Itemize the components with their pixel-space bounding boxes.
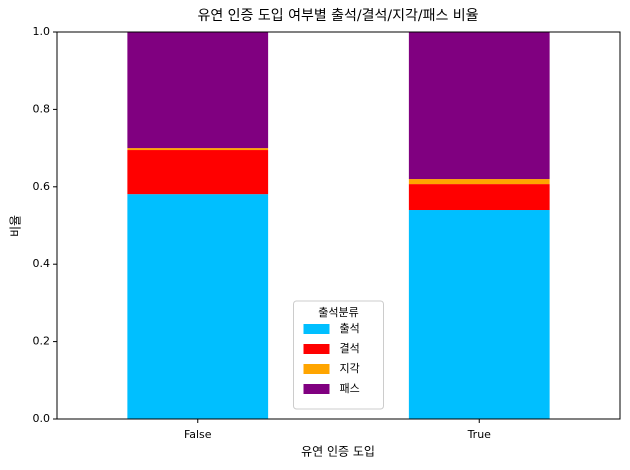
legend-label: 결석	[340, 342, 360, 355]
x-axis-label: 유연 인증 도입	[301, 445, 375, 459]
legend-title: 출석분류	[318, 306, 358, 319]
y-tick-label: 0.0	[33, 412, 51, 425]
y-tick-label: 0.4	[33, 257, 51, 270]
legend-swatch	[303, 324, 330, 334]
bar-segment	[127, 194, 269, 419]
chart-title: 유연 인증 도입 여부별 출석/결석/지각/패스 비율	[197, 8, 478, 24]
x-tick-label: False	[184, 428, 212, 441]
bar-segment	[127, 148, 269, 151]
bar-segment	[408, 184, 550, 211]
legend-label: 지각	[340, 362, 360, 375]
legend-label: 출석	[340, 322, 360, 335]
y-tick-label: 0.2	[33, 335, 51, 348]
y-tick-label: 0.8	[33, 102, 51, 115]
bar-segment	[127, 32, 269, 149]
y-tick-label: 1.0	[33, 25, 51, 38]
legend-swatch	[303, 344, 330, 354]
y-axis-label: 비율	[9, 215, 23, 237]
y-tick-label: 0.6	[33, 180, 51, 193]
bar-segment	[408, 210, 550, 419]
legend-swatch	[303, 384, 330, 394]
legend-swatch	[303, 364, 330, 374]
plot-frame	[56, 31, 621, 420]
x-tick-label: True	[467, 428, 492, 441]
legend-label: 패스	[340, 382, 360, 395]
bar-segment	[408, 179, 550, 185]
bar-segment	[127, 150, 269, 195]
bar-segment	[408, 32, 550, 180]
